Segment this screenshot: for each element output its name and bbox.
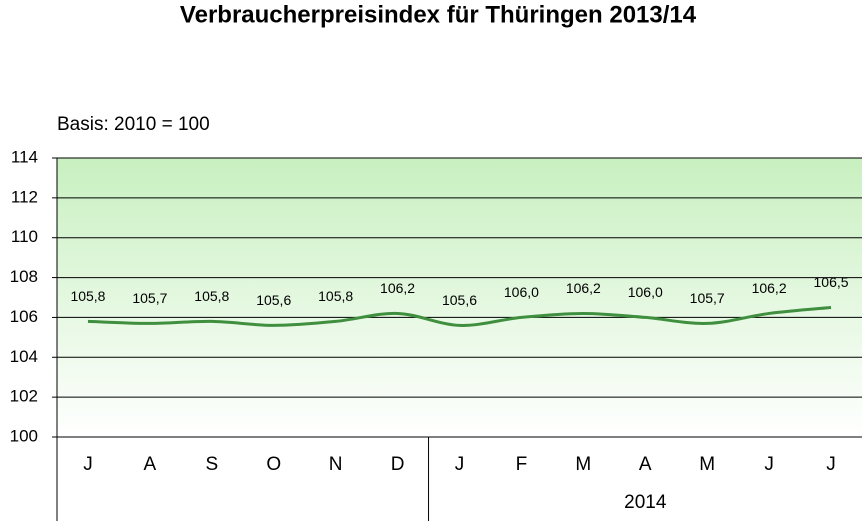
- data-label: 105,6: [256, 292, 291, 308]
- x-tick-label: A: [639, 454, 652, 475]
- y-tick-label: 114: [11, 147, 38, 166]
- y-tick-label: 106: [10, 307, 38, 326]
- chart-title: Verbraucherpreisindex für Thüringen 2013…: [180, 1, 697, 28]
- y-tick-label: 110: [11, 227, 38, 246]
- y-tick-label: 102: [10, 387, 38, 406]
- x-tick-label: J: [83, 454, 93, 475]
- data-label: 106,0: [628, 284, 663, 300]
- y-tick-label: 108: [10, 267, 38, 286]
- plot-background: [57, 158, 862, 437]
- subtitle: Basis: 2010 = 100: [57, 114, 210, 135]
- data-label: 106,2: [566, 280, 601, 296]
- y-tick-label: 100: [10, 426, 38, 445]
- x-tick-label: O: [266, 454, 281, 475]
- x-tick-label: J: [826, 454, 836, 475]
- line: [87, 305, 832, 327]
- data-label: 106,2: [380, 280, 415, 296]
- x-tick-label: J: [455, 454, 465, 475]
- data-label: 106,0: [504, 284, 539, 300]
- x-tick-label: F: [516, 454, 528, 475]
- x-tick-label: S: [205, 454, 218, 475]
- y-tick-label: 104: [10, 347, 38, 366]
- x-tick-label: N: [329, 454, 343, 475]
- data-label: 105,7: [132, 290, 167, 306]
- data-label: 105,8: [318, 288, 353, 304]
- x-tick-label: A: [144, 454, 157, 475]
- x-tick-label: M: [575, 454, 591, 475]
- x-tick-label: D: [391, 454, 405, 475]
- data-label: 106,2: [752, 280, 787, 296]
- data-label: 105,8: [70, 288, 105, 304]
- data-label: 105,8: [194, 288, 229, 304]
- group-label: 2014: [624, 492, 667, 513]
- y-tick-label: 112: [11, 187, 38, 206]
- x-tick-label: J: [764, 454, 774, 475]
- data-label: 105,6: [442, 292, 477, 308]
- x-tick-label: M: [699, 454, 715, 475]
- data-label: 106,5: [814, 274, 849, 290]
- data-label: 105,7: [690, 290, 725, 306]
